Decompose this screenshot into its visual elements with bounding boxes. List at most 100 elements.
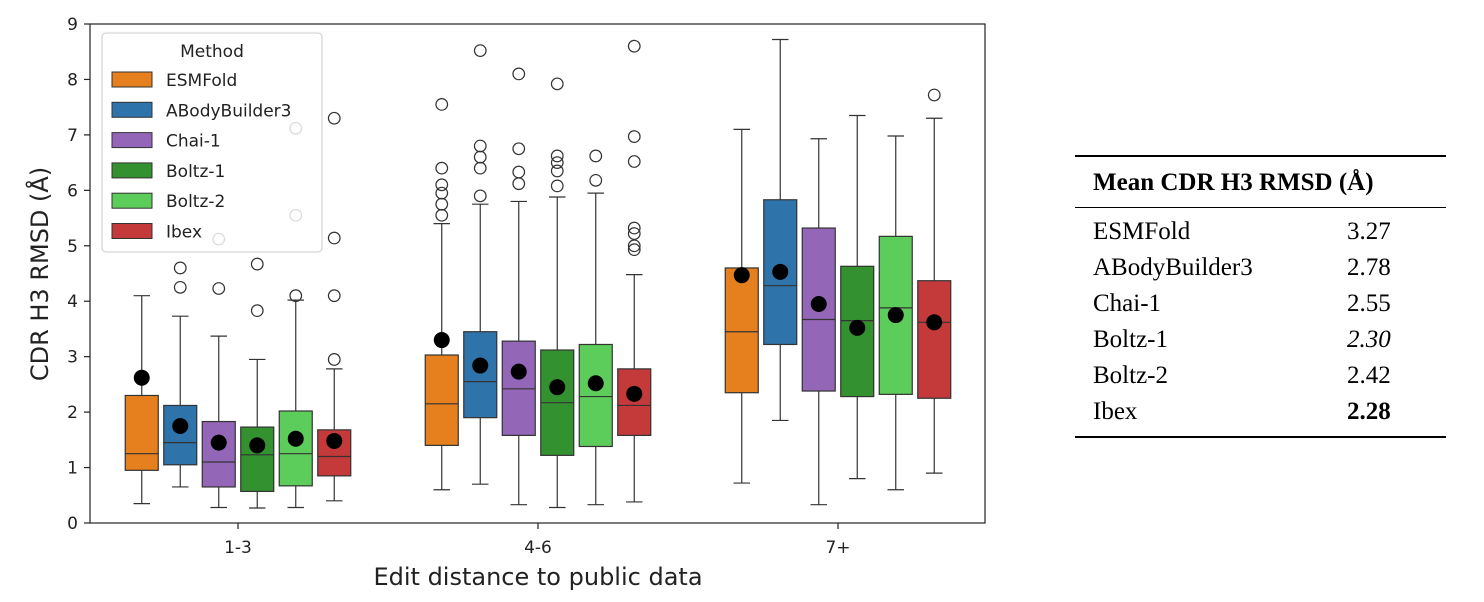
legend-swatch — [111, 192, 153, 209]
outlier-point — [550, 156, 564, 170]
mean-rmsd-table: Mean CDR H3 RMSD (Å) ESMFold 3.27 ABodyBui… — [1075, 155, 1446, 438]
table-header: Mean CDR H3 RMSD (Å) — [1075, 157, 1446, 208]
legend-label: Chai-1 — [166, 132, 221, 152]
outlier-point — [435, 97, 449, 111]
legend-item-chai-1: Chai-1 — [111, 132, 221, 152]
mean-rmsd-value: 2.28 — [1347, 398, 1391, 425]
method-name: Ibex — [1093, 398, 1138, 425]
y-tick-label: 3 — [67, 348, 78, 368]
box-chai-1-7+ — [801, 138, 836, 506]
y-tick-label: 9 — [67, 15, 78, 35]
legend-swatch — [111, 101, 153, 118]
method-name: Boltz-1 — [1093, 326, 1168, 353]
y-tick-label: 0 — [67, 514, 78, 534]
iqr-box — [617, 368, 652, 436]
iqr-box — [424, 354, 459, 446]
table-row: Boltz-1 2.30 — [1075, 322, 1446, 358]
x-tick-label: 7+ — [825, 538, 850, 558]
y-tick-label: 7 — [67, 126, 78, 146]
outlier-point — [589, 149, 603, 163]
outlier-point — [173, 280, 187, 294]
rmsd-box-plot: 0 1 2 3 4 5 6 7 8 9 1-3 4-6 7+ Method ESMFold ABodyBu… — [25, 15, 986, 591]
y-tick-label: 4 — [67, 292, 78, 312]
outlier-point — [327, 111, 341, 125]
method-name: ESMFold — [1093, 218, 1191, 245]
outlier-point — [250, 257, 264, 271]
legend-frame — [101, 32, 323, 253]
outlier-point — [327, 289, 341, 303]
x-tick-label: 1-3 — [224, 538, 252, 558]
y-axis-label: CDR H3 RMSD (Å) — [25, 167, 54, 381]
legend-label: ABodyBuilder3 — [166, 101, 291, 121]
mean-point — [733, 267, 750, 284]
box-abodybuilder3-4-6 — [463, 44, 498, 485]
mean-point — [587, 375, 604, 392]
outlier-point — [435, 178, 449, 192]
box-chai-1-1-3 — [201, 232, 236, 509]
legend-swatch — [111, 223, 153, 239]
outlier-point — [473, 161, 487, 175]
legend-label: Ibex — [166, 223, 202, 243]
legend: Method ESMFold ABodyBuilder3 Chai-1 Boltz-1… — [101, 32, 323, 253]
mean-rmsd-value: 2.30 — [1347, 326, 1391, 353]
outlier-point — [627, 243, 641, 257]
box-boltz-2-4-6 — [578, 149, 613, 506]
table-body: ESMFold 3.27 ABodyBuilder3 2.78 Chai-1 2.55 Bo… — [1075, 214, 1446, 436]
outlier-point — [627, 130, 641, 143]
box-esmfold-4-6 — [424, 97, 459, 491]
outlier-point — [327, 353, 341, 366]
mean-point — [133, 369, 150, 386]
outlier-point — [473, 44, 487, 58]
iqr-box — [578, 343, 613, 448]
box-chai-1-4-6 — [501, 67, 536, 506]
mean-point — [549, 379, 566, 396]
outlier-point — [927, 88, 941, 102]
table-row: ABodyBuilder3 2.78 — [1075, 250, 1446, 286]
outlier-point — [589, 173, 603, 187]
legend-swatch — [111, 162, 153, 179]
mean-point — [810, 295, 827, 312]
outlier-point — [550, 149, 564, 163]
y-tick-label: 5 — [67, 237, 78, 257]
mean-point — [433, 332, 450, 349]
legend-swatch — [111, 71, 153, 88]
outlier-point — [473, 150, 487, 164]
mean-point — [287, 430, 304, 447]
box-abodybuilder3-7+ — [763, 38, 798, 422]
mean-rmsd-value: 3.27 — [1347, 218, 1391, 245]
x-tick-label: 4-6 — [524, 538, 552, 558]
box-abodybuilder3-1-3 — [163, 261, 198, 488]
mean-rmsd-value: 2.55 — [1347, 290, 1391, 317]
y-tick-label: 1 — [67, 459, 78, 479]
legend-item-ibex: Ibex — [111, 223, 202, 243]
box-ibex-4-6 — [617, 39, 652, 503]
outlier-point — [435, 161, 449, 175]
outlier-point — [512, 142, 526, 156]
table-row: Chai-1 2.55 — [1075, 286, 1446, 322]
box-boltz-2-7+ — [878, 135, 913, 491]
outlier-point — [435, 208, 449, 222]
outlier-point — [627, 227, 641, 240]
outlier-point — [627, 155, 641, 168]
iqr-box — [278, 410, 313, 487]
iqr-box — [201, 420, 236, 488]
mean-point — [887, 307, 904, 324]
outlier-point — [512, 177, 526, 191]
outlier-point — [435, 197, 449, 211]
mean-point — [210, 434, 227, 451]
legend-item-boltz-2: Boltz-2 — [111, 192, 225, 212]
method-name: ABodyBuilder3 — [1093, 254, 1253, 281]
mean-rmsd-value: 2.78 — [1347, 254, 1391, 281]
outlier-point — [627, 39, 641, 53]
table-row: Boltz-2 2.42 — [1075, 358, 1446, 394]
mean-point — [626, 385, 643, 402]
mean-rmsd-value: 2.42 — [1347, 362, 1391, 389]
outlier-point — [212, 282, 226, 295]
y-tick-label: 6 — [67, 181, 78, 201]
mean-point — [772, 263, 789, 280]
outlier-point — [173, 261, 187, 275]
box-boltz-2-1-3 — [278, 121, 313, 509]
y-tick-label: 8 — [67, 70, 78, 90]
table-row: Ibex 2.28 — [1075, 394, 1446, 430]
table-row: ESMFold 3.27 — [1075, 214, 1446, 250]
